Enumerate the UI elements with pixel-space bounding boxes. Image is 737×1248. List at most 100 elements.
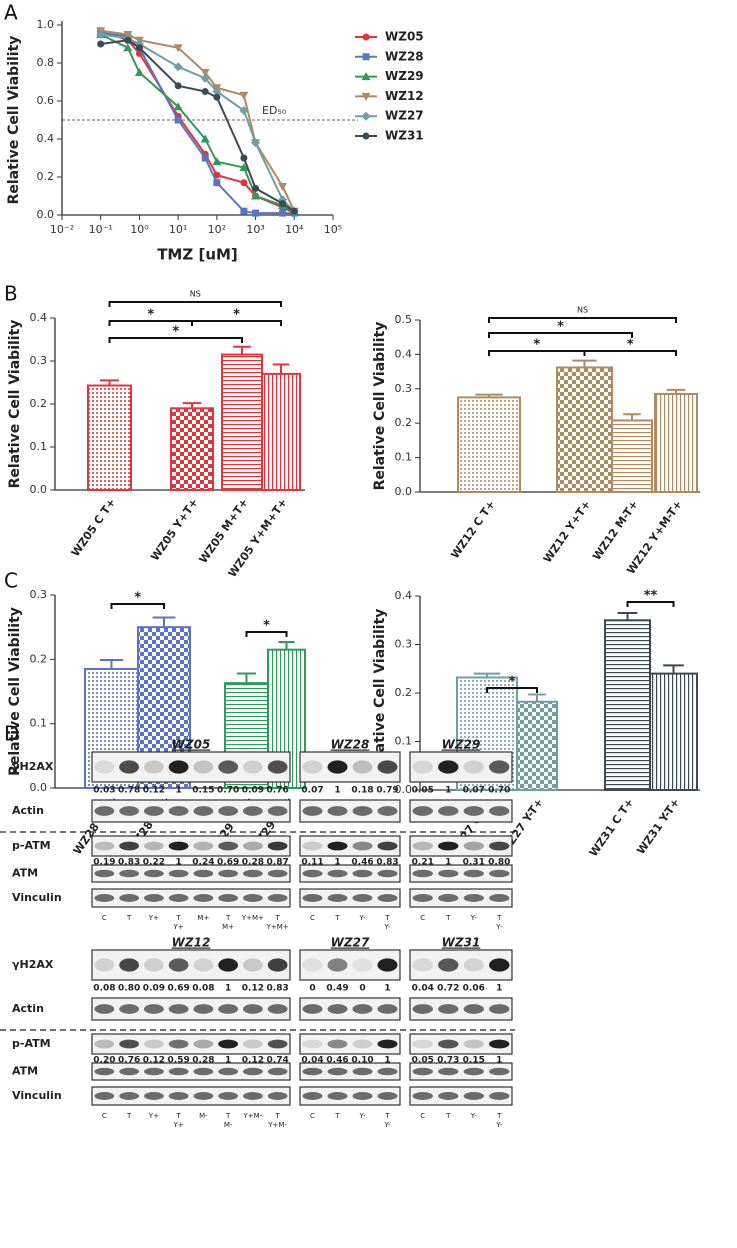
quant-label: 0.70 [488,786,510,796]
marker [173,102,183,111]
x-tick-label: 10⁻¹ [89,223,113,236]
row-label: p-ATM [12,1037,51,1050]
legend-marker [362,132,370,140]
band [327,869,348,878]
panel-label: A [4,1,18,25]
quant-label: 0.08 [192,984,214,994]
x-tick-label: 10⁴ [285,223,304,236]
bar [604,619,651,791]
bar [457,396,521,493]
band [267,958,288,972]
error-bar [473,672,501,678]
band [267,1004,288,1014]
error-bar [272,363,290,374]
y-axis-title: Relative Cell Viability [372,609,388,778]
quant-label: 0.78 [118,786,140,796]
band [218,841,239,851]
significance-bracket [626,601,675,607]
blot-strip [299,888,401,908]
significance-bracket [108,301,282,307]
band [327,1067,348,1076]
quant-label: 0.70 [217,786,239,796]
significance-label: ** [644,589,658,604]
significance-label: * [509,675,516,690]
significance-label: NS [190,290,201,299]
band [218,1067,239,1076]
lane-label: Y+ [173,923,184,931]
lane-label: Y- [470,914,477,922]
band [143,841,164,851]
lane-label: Y+M+ [241,914,264,922]
quant-label: 0.69 [168,984,190,994]
band [352,760,373,774]
marker [252,184,260,192]
band [302,1004,323,1014]
blot-strip [409,864,513,883]
band [463,841,484,851]
lane-label: T [445,914,451,922]
band [94,1004,115,1014]
significance-label: * [557,320,564,335]
quant-label: 0.10 [351,1056,373,1066]
band [377,760,398,774]
band [352,806,373,816]
quant-label: 1 [334,786,340,796]
marker [212,157,222,166]
band [193,760,214,774]
band [267,1067,288,1076]
y-tick-label: 0.1 [395,735,413,748]
legend-label: WZ05 [385,30,424,44]
error-bar [528,693,546,702]
row-label: Actin [12,804,44,817]
lane-label: T [445,1112,451,1120]
marker [174,82,182,90]
legend-marker [361,72,371,81]
significance-label: * [233,308,240,323]
band [377,841,398,851]
y-tick-label: 0.0 [30,483,48,496]
band [489,1092,510,1100]
x-tick-label: 10⁵ [324,223,342,236]
quant-label: 0.73 [437,1056,459,1066]
band [94,806,115,816]
quant-label: 0.11 [301,858,323,868]
error-bar [100,379,119,386]
quant-label: 0.69 [217,858,239,868]
band [218,1092,239,1100]
error-bar [237,672,256,684]
lane-label: Y+ [148,914,159,922]
quant-label: 0.76 [118,1056,140,1066]
row-label: p-ATM [12,839,51,852]
lane-label: T [274,1112,280,1120]
band [119,1004,140,1014]
quant-label: 0.12 [242,1056,264,1066]
band [463,1067,484,1076]
band [242,869,263,878]
band [168,760,189,774]
quant-label: 1 [175,786,181,796]
significance-bracket [110,603,165,609]
x-tick-label: WZ05 C T+ [69,496,119,559]
lane-label: T [496,1112,502,1120]
lane-label: Y- [359,1112,366,1120]
quant-label: 0.09 [143,984,165,994]
band [463,760,484,774]
bar [87,384,132,492]
band [463,1039,484,1049]
row-label: Vinculin [12,1089,62,1102]
band [218,894,239,902]
y-tick-label: 0.3 [395,638,413,651]
band [119,1039,140,1049]
blot-strip [409,997,513,1021]
quant-label: 0.80 [118,984,140,994]
marker [174,116,182,124]
bar [654,392,698,493]
y-tick-label: 0.5 [395,313,413,326]
y-tick-label: 0.2 [30,397,48,410]
legend-marker [362,53,370,61]
marker [213,93,221,101]
band [327,841,348,851]
quant-label: 1 [225,1056,231,1066]
quant-label: 0.46 [326,1056,348,1066]
lane-label: M- [224,1121,233,1129]
